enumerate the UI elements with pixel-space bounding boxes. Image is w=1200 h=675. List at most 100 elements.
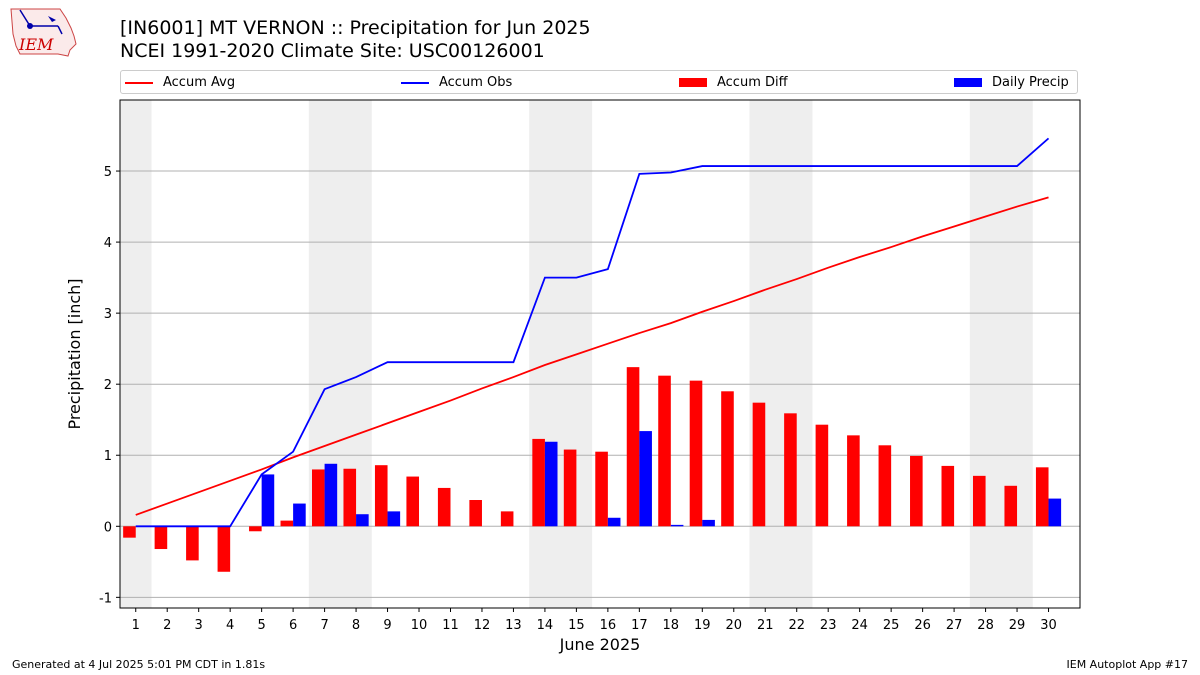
xtick-label-1: 1	[132, 618, 140, 633]
iem-logo: IEM	[10, 8, 77, 57]
bar-accum-diff-day-15	[563, 449, 577, 527]
bar-accum-diff-day-9	[374, 465, 388, 527]
xtick-label-12: 12	[474, 618, 491, 633]
bar-daily-precip-day-18	[670, 524, 684, 527]
ytick-label-5: 5	[104, 165, 112, 180]
xtick-label-9: 9	[383, 618, 391, 633]
ytick-label-2: 2	[104, 378, 112, 393]
xtick-label-14: 14	[537, 618, 554, 633]
chart-title: [IN6001] MT VERNON :: Precipitation for …	[120, 17, 591, 39]
bar-accum-diff-day-25	[878, 445, 892, 527]
ytick-label-3: 3	[104, 307, 112, 322]
chart-subtitle: NCEI 1991-2020 Climate Site: USC00126001	[120, 40, 545, 62]
xtick-label-4: 4	[226, 618, 234, 633]
legend-label-daily-precip: Daily Precip	[992, 75, 1069, 90]
xtick-label-28: 28	[977, 618, 994, 633]
weekend-band-3	[749, 100, 813, 608]
legend-accum-avg: Accum Avg	[125, 74, 235, 92]
bar-accum-diff-day-1	[123, 526, 136, 538]
bar-accum-diff-day-16	[595, 451, 608, 527]
bar-accum-diff-day-3	[186, 526, 199, 561]
legend-accum-obs: Accum Obs	[401, 74, 512, 92]
ytick-label-0: 0	[104, 520, 112, 535]
generated-note: Generated at 4 Jul 2025 5:01 PM CDT in 1…	[12, 658, 266, 671]
legend-swatch-accum-obs	[401, 81, 429, 84]
xtick-label-7: 7	[320, 618, 328, 633]
bar-accum-diff-day-18	[658, 375, 671, 527]
xtick-label-13: 13	[505, 618, 522, 633]
xtick-label-8: 8	[352, 618, 360, 633]
bar-accum-diff-day-24	[847, 435, 860, 527]
bar-accum-diff-day-28	[972, 475, 986, 527]
bar-accum-diff-day-6	[280, 520, 294, 527]
bar-daily-precip-day-14	[544, 441, 558, 527]
bar-accum-diff-day-22	[784, 413, 797, 527]
bar-daily-precip-day-19	[702, 519, 715, 527]
weekend-band-1	[308, 100, 372, 608]
bar-daily-precip-day-30	[1048, 498, 1062, 527]
legend-label-accum-diff: Accum Diff	[717, 75, 788, 90]
bar-daily-precip-day-9	[387, 511, 401, 527]
bar-accum-diff-day-10	[406, 476, 420, 527]
xtick-label-11: 11	[442, 618, 459, 633]
xtick-label-18: 18	[663, 618, 680, 633]
bar-accum-diff-day-8	[343, 468, 357, 527]
xtick-label-15: 15	[568, 618, 585, 633]
weekend-band-2	[529, 100, 593, 608]
xtick-label-23: 23	[820, 618, 837, 633]
bar-accum-diff-day-11	[437, 487, 451, 527]
xtick-label-17: 17	[631, 618, 648, 633]
xtick-label-26: 26	[914, 618, 931, 633]
legend-label-accum-avg: Accum Avg	[163, 75, 236, 90]
bar-accum-diff-day-21	[752, 402, 766, 527]
bar-accum-diff-day-17	[626, 367, 640, 527]
line-accum-avg	[135, 196, 1049, 516]
bar-daily-precip-day-6	[293, 503, 306, 527]
legend-swatch-accum-diff	[679, 78, 707, 87]
bar-daily-precip-day-17	[639, 431, 652, 527]
xtick-label-10: 10	[411, 618, 428, 633]
xtick-label-29: 29	[1009, 618, 1026, 633]
bar-accum-diff-day-20	[721, 391, 734, 527]
bar-accum-diff-day-14	[532, 438, 545, 527]
plot-frame	[119, 99, 1081, 609]
bar-accum-diff-day-27	[941, 465, 955, 527]
weekend-band-0	[120, 100, 152, 608]
bar-accum-diff-day-12	[469, 500, 482, 527]
ytick-label-4: 4	[104, 236, 112, 251]
xtick-label-19: 19	[694, 618, 711, 633]
xtick-label-16: 16	[600, 618, 617, 633]
svg-text:IEM: IEM	[18, 35, 54, 54]
bar-accum-diff-day-30	[1035, 467, 1049, 527]
weekend-band-4	[969, 100, 1033, 608]
xtick-label-3: 3	[195, 618, 203, 633]
line-accum-obs	[135, 137, 1050, 528]
xtick-label-6: 6	[289, 618, 297, 633]
legend-label-accum-obs: Accum Obs	[439, 75, 513, 90]
legend: Accum Avg Accum Obs Accum Diff Daily Pre…	[120, 70, 1078, 94]
xtick-label-2: 2	[163, 618, 171, 633]
bar-accum-diff-day-26	[910, 455, 923, 527]
y-axis-label: Precipitation [inch]	[65, 278, 84, 429]
xtick-label-20: 20	[725, 618, 742, 633]
ytick-label--1: -1	[99, 591, 112, 606]
bar-accum-diff-day-2	[154, 526, 168, 550]
legend-swatch-accum-avg	[125, 81, 153, 84]
legend-swatch-daily-precip	[954, 78, 982, 87]
legend-daily-precip: Daily Precip	[954, 74, 1069, 92]
xtick-label-25: 25	[883, 618, 900, 633]
bar-daily-precip-day-5	[261, 474, 275, 527]
legend-accum-diff: Accum Diff	[679, 74, 788, 92]
xtick-label-30: 30	[1040, 618, 1057, 633]
xtick-label-22: 22	[788, 618, 805, 633]
bar-accum-diff-day-13	[500, 511, 514, 527]
xtick-label-24: 24	[851, 618, 868, 633]
ytick-label-1: 1	[104, 449, 112, 464]
xtick-label-27: 27	[946, 618, 963, 633]
x-axis-label: June 2025	[559, 635, 641, 654]
xtick-label-5: 5	[257, 618, 265, 633]
bar-accum-diff-day-23	[815, 424, 829, 527]
bar-accum-diff-day-4	[217, 526, 231, 572]
bar-daily-precip-day-7	[324, 463, 338, 527]
